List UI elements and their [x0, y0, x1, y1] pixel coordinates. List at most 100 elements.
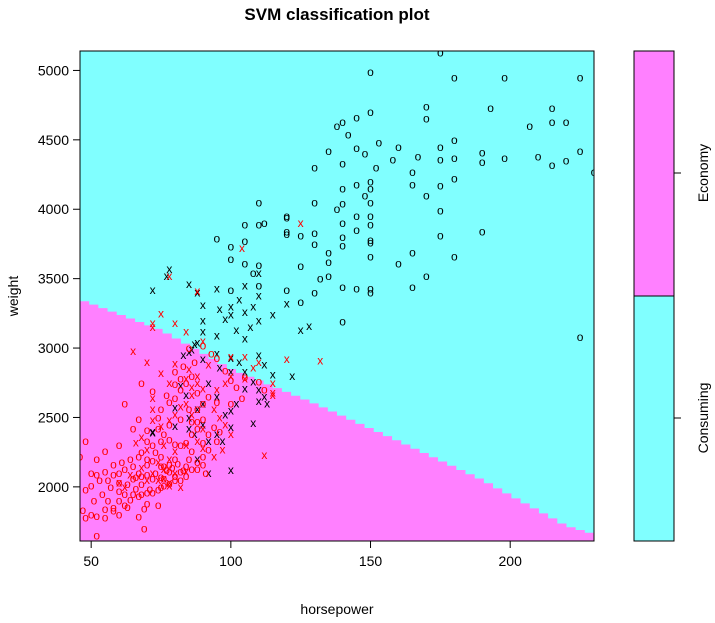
- point-consuming-o-63: o: [367, 195, 374, 209]
- point-consuming-o-70: o: [334, 119, 341, 133]
- point-consuming-x-58: x: [250, 416, 256, 430]
- point-consuming-x-27: x: [186, 345, 192, 359]
- point-consuming-x-39: x: [270, 367, 276, 381]
- point-economy-o-49: o: [116, 476, 123, 490]
- point-economy-x-3: x: [183, 324, 189, 338]
- point-consuming-o-32: o: [409, 177, 416, 191]
- point-economy-o-56: o: [130, 422, 137, 436]
- point-economy-o-22: o: [158, 480, 165, 494]
- point-consuming-x-51: x: [206, 434, 212, 448]
- point-economy-o-96: o: [149, 472, 156, 486]
- point-economy-x-21: x: [189, 380, 195, 394]
- point-consuming-o-49: o: [325, 269, 332, 283]
- point-economy-o-124: o: [188, 415, 195, 429]
- y-tick-label-5000: 5000: [38, 62, 69, 78]
- point-consuming-x-29: x: [180, 348, 186, 362]
- point-economy-x-0: x: [166, 269, 172, 283]
- point-consuming-o-28: o: [563, 154, 570, 168]
- point-consuming-o-57: o: [311, 237, 318, 251]
- point-economy-o-73: o: [166, 433, 173, 447]
- point-consuming-x-46: x: [194, 402, 200, 416]
- point-consuming-o-25: o: [479, 145, 486, 159]
- point-economy-x-27: x: [178, 399, 184, 413]
- point-economy-x-52: x: [161, 462, 167, 476]
- point-consuming-o-33: o: [423, 188, 430, 202]
- point-economy-o-53: o: [102, 444, 109, 458]
- point-consuming-o-80: o: [353, 209, 360, 223]
- point-consuming-o-17: o: [526, 119, 533, 133]
- point-economy-x-17: x: [222, 376, 228, 390]
- point-consuming-o-13: o: [415, 149, 422, 163]
- point-economy-x-32: x: [150, 413, 156, 427]
- point-consuming-o-85: o: [339, 238, 346, 252]
- point-consuming-o-65: o: [367, 174, 374, 188]
- point-economy-o-80: o: [200, 412, 207, 426]
- point-economy-x-73: x: [270, 388, 276, 402]
- point-consuming-o-87: o: [297, 295, 304, 309]
- point-economy-x-56: x: [116, 476, 122, 490]
- y-tick-label-4000: 4000: [38, 201, 69, 217]
- point-consuming-o-77: o: [367, 249, 374, 263]
- point-economy-o-27: o: [180, 463, 187, 477]
- point-consuming-o-61: o: [339, 181, 346, 195]
- point-economy-o-154: o: [116, 484, 123, 498]
- point-consuming-o-24: o: [479, 155, 486, 169]
- x-tick-label-150: 150: [359, 553, 383, 569]
- point-economy-o-77: o: [177, 412, 184, 426]
- point-economy-o-115: o: [163, 463, 170, 477]
- point-economy-o-85: o: [194, 462, 201, 476]
- point-consuming-x-61: x: [172, 401, 178, 415]
- point-economy-o-4: o: [93, 467, 100, 481]
- point-economy-x-29: x: [166, 413, 172, 427]
- point-economy-x-65: x: [183, 465, 189, 479]
- point-consuming-x-24: x: [200, 324, 206, 338]
- point-consuming-x-37: x: [256, 348, 262, 362]
- point-economy-x-74: x: [250, 360, 256, 374]
- point-economy-x-60: x: [150, 466, 156, 480]
- point-economy-o-54: o: [116, 438, 123, 452]
- point-consuming-x-55: x: [206, 466, 212, 480]
- point-economy-x-31: x: [150, 402, 156, 416]
- point-economy-x-72: x: [150, 320, 156, 334]
- point-economy-o-66: o: [194, 385, 201, 399]
- point-consuming-o-38: o: [479, 224, 486, 238]
- point-consuming-o-88: o: [255, 218, 262, 232]
- point-consuming-x-19: x: [242, 279, 248, 293]
- point-economy-x-47: x: [219, 442, 225, 456]
- point-consuming-x-5: x: [200, 298, 206, 312]
- point-economy-o-123: o: [158, 434, 165, 448]
- point-economy-o-141: o: [261, 383, 268, 397]
- point-consuming-o-60: o: [353, 223, 360, 237]
- point-economy-o-104: o: [88, 466, 95, 480]
- point-economy-o-147: o: [208, 347, 215, 361]
- point-consuming-o-79: o: [367, 236, 374, 250]
- point-consuming-x-38: x: [261, 358, 267, 372]
- point-economy-o-87: o: [177, 473, 184, 487]
- point-consuming-o-68: o: [353, 141, 360, 155]
- point-consuming-x-66: x: [242, 381, 248, 395]
- point-economy-o-45: o: [121, 487, 128, 501]
- point-consuming-x-50: x: [214, 427, 220, 441]
- point-economy-o-148: o: [214, 351, 221, 365]
- point-economy-o-36: o: [160, 459, 167, 473]
- point-economy-o-143: o: [180, 359, 187, 373]
- point-economy-o-149: o: [228, 373, 235, 387]
- point-economy-o-114: o: [158, 470, 165, 484]
- point-economy-o-44: o: [124, 477, 131, 491]
- point-economy-o-144: o: [172, 365, 179, 379]
- point-consuming-o-44: o: [367, 281, 374, 295]
- y-tick-label-2000: 2000: [38, 479, 69, 495]
- point-consuming-o-34: o: [437, 204, 444, 218]
- point-economy-o-19: o: [149, 485, 156, 499]
- point-consuming-x-17: x: [298, 323, 304, 337]
- point-economy-o-29: o: [183, 459, 190, 473]
- y-tick-label-3500: 3500: [38, 271, 69, 287]
- point-economy-x-43: x: [211, 402, 217, 416]
- point-economy-x-42: x: [189, 408, 195, 422]
- point-economy-o-129: o: [138, 376, 145, 390]
- point-economy-x-10: x: [317, 354, 323, 368]
- point-consuming-x-6: x: [214, 281, 220, 295]
- point-economy-o-134: o: [205, 390, 212, 404]
- point-economy-o-71: o: [177, 438, 184, 452]
